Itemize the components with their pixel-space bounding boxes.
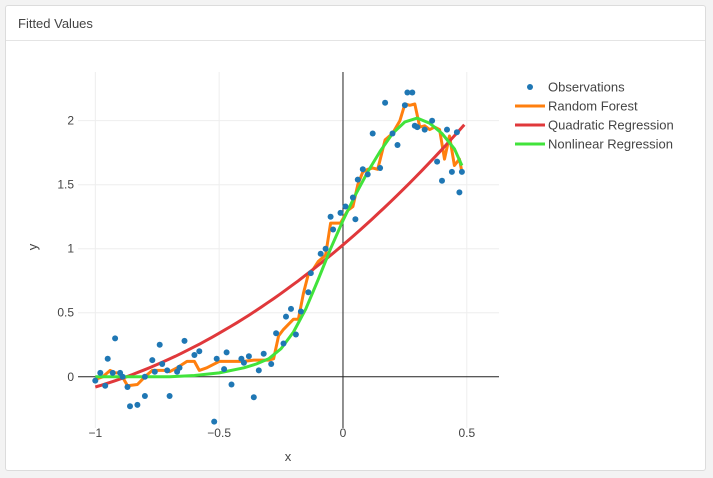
observation-point[interactable] bbox=[159, 361, 166, 367]
observation-point[interactable] bbox=[104, 355, 111, 362]
observation-point[interactable] bbox=[283, 313, 289, 320]
observation-point[interactable] bbox=[245, 353, 252, 360]
observation-point[interactable] bbox=[109, 369, 116, 376]
observation-point[interactable] bbox=[149, 357, 156, 364]
observation-point[interactable] bbox=[439, 177, 445, 184]
observation-point[interactable] bbox=[349, 194, 356, 201]
legend-label: Nonlinear Regression bbox=[548, 137, 673, 152]
x-tick-label: 0 bbox=[340, 426, 347, 440]
x-tick-label: 0.5 bbox=[458, 426, 475, 440]
observation-point[interactable] bbox=[280, 340, 287, 347]
observation-point[interactable] bbox=[211, 418, 218, 425]
observation-point[interactable] bbox=[176, 364, 183, 371]
fitted-values-panel: Fitted Values bbox=[5, 5, 706, 471]
quadratic-regression-line bbox=[94, 123, 466, 389]
observation-point[interactable] bbox=[250, 394, 257, 401]
y-tick-label: 0.5 bbox=[57, 306, 74, 320]
observation-point[interactable] bbox=[458, 168, 465, 175]
observation-point[interactable] bbox=[297, 308, 304, 315]
observation-point[interactable] bbox=[181, 337, 188, 344]
grid-layer bbox=[78, 72, 499, 428]
x-axis-title: x bbox=[285, 449, 292, 464]
y-tick-label: 0 bbox=[67, 370, 74, 384]
nonlinear-regression-line bbox=[95, 116, 464, 379]
observation-point[interactable] bbox=[364, 171, 371, 178]
legend-item[interactable]: Observations bbox=[527, 80, 625, 95]
observation-point[interactable] bbox=[317, 250, 324, 257]
observation-point[interactable] bbox=[166, 393, 173, 399]
observation-point[interactable] bbox=[404, 89, 411, 96]
observation-point[interactable] bbox=[409, 89, 416, 96]
observation-point[interactable] bbox=[377, 165, 384, 171]
observation-point[interactable] bbox=[354, 176, 361, 183]
observation-point[interactable] bbox=[421, 126, 428, 133]
series-layer bbox=[92, 89, 466, 425]
observation-point[interactable] bbox=[92, 377, 99, 384]
observation-point[interactable] bbox=[444, 126, 450, 133]
observation-point[interactable] bbox=[240, 359, 247, 366]
observation-point[interactable] bbox=[342, 203, 349, 210]
observation-point[interactable] bbox=[268, 361, 275, 367]
observation-point[interactable] bbox=[141, 393, 148, 399]
observation-point[interactable] bbox=[260, 350, 267, 357]
y-tick-label: 1 bbox=[67, 242, 74, 256]
observation-point[interactable] bbox=[359, 166, 366, 173]
y-axis-title: y bbox=[25, 243, 40, 250]
observation-point[interactable] bbox=[352, 216, 359, 223]
observation-point[interactable] bbox=[327, 213, 334, 220]
observation-point[interactable] bbox=[369, 130, 376, 137]
observation-point[interactable] bbox=[292, 331, 299, 338]
observation-point[interactable] bbox=[228, 381, 235, 388]
observation-point[interactable] bbox=[213, 355, 220, 362]
observation-point[interactable] bbox=[141, 373, 148, 380]
observation-point[interactable] bbox=[196, 348, 203, 355]
observation-point[interactable] bbox=[429, 117, 436, 124]
legend-item[interactable]: Nonlinear Regression bbox=[515, 137, 673, 152]
observation-point[interactable] bbox=[255, 367, 262, 374]
legend-marker-icon bbox=[527, 84, 533, 90]
observation-point[interactable] bbox=[453, 129, 460, 136]
observation-point[interactable] bbox=[223, 349, 230, 356]
legend-label: Observations bbox=[548, 80, 625, 95]
observation-point[interactable] bbox=[382, 99, 389, 106]
observation-point[interactable] bbox=[401, 102, 408, 109]
y-tick-label: 2 bbox=[67, 114, 74, 128]
legend: Observations Random Forest Quadratic Regre… bbox=[515, 80, 674, 152]
observation-point[interactable] bbox=[124, 384, 131, 390]
observation-point[interactable] bbox=[164, 367, 171, 374]
panel-title: Fitted Values bbox=[6, 6, 705, 41]
observation-point[interactable] bbox=[389, 130, 396, 137]
observation-point[interactable] bbox=[307, 270, 314, 277]
legend-item[interactable]: Quadratic Regression bbox=[515, 118, 674, 133]
observation-point[interactable] bbox=[288, 305, 294, 312]
observation-point[interactable] bbox=[119, 373, 126, 380]
observation-point[interactable] bbox=[112, 335, 119, 342]
observation-point[interactable] bbox=[151, 368, 158, 375]
legend-label: Random Forest bbox=[548, 99, 638, 114]
observation-point[interactable] bbox=[394, 142, 401, 148]
x-tick-label: −1 bbox=[88, 426, 102, 440]
observation-point[interactable] bbox=[330, 226, 337, 233]
observation-point[interactable] bbox=[134, 401, 141, 408]
observation-point[interactable] bbox=[337, 209, 344, 216]
observation-point[interactable] bbox=[221, 366, 228, 373]
observation-point[interactable] bbox=[322, 245, 329, 252]
observation-point[interactable] bbox=[414, 124, 421, 131]
observation-point[interactable] bbox=[127, 403, 133, 410]
random-forest-line bbox=[94, 102, 464, 388]
observation-point[interactable] bbox=[305, 289, 312, 296]
x-tick-label: −0.5 bbox=[207, 426, 231, 440]
observation-point[interactable] bbox=[102, 382, 109, 389]
observation-point[interactable] bbox=[273, 330, 280, 337]
observation-point[interactable] bbox=[191, 352, 198, 358]
observation-point[interactable] bbox=[434, 158, 441, 165]
legend-item[interactable]: Random Forest bbox=[515, 99, 638, 114]
observation-point[interactable] bbox=[156, 341, 163, 348]
legend-label: Quadratic Regression bbox=[548, 118, 674, 133]
observation-point[interactable] bbox=[448, 168, 455, 175]
y-tick-label: 1.5 bbox=[57, 178, 74, 192]
observation-point[interactable] bbox=[97, 369, 104, 376]
observation-point[interactable] bbox=[456, 189, 463, 196]
